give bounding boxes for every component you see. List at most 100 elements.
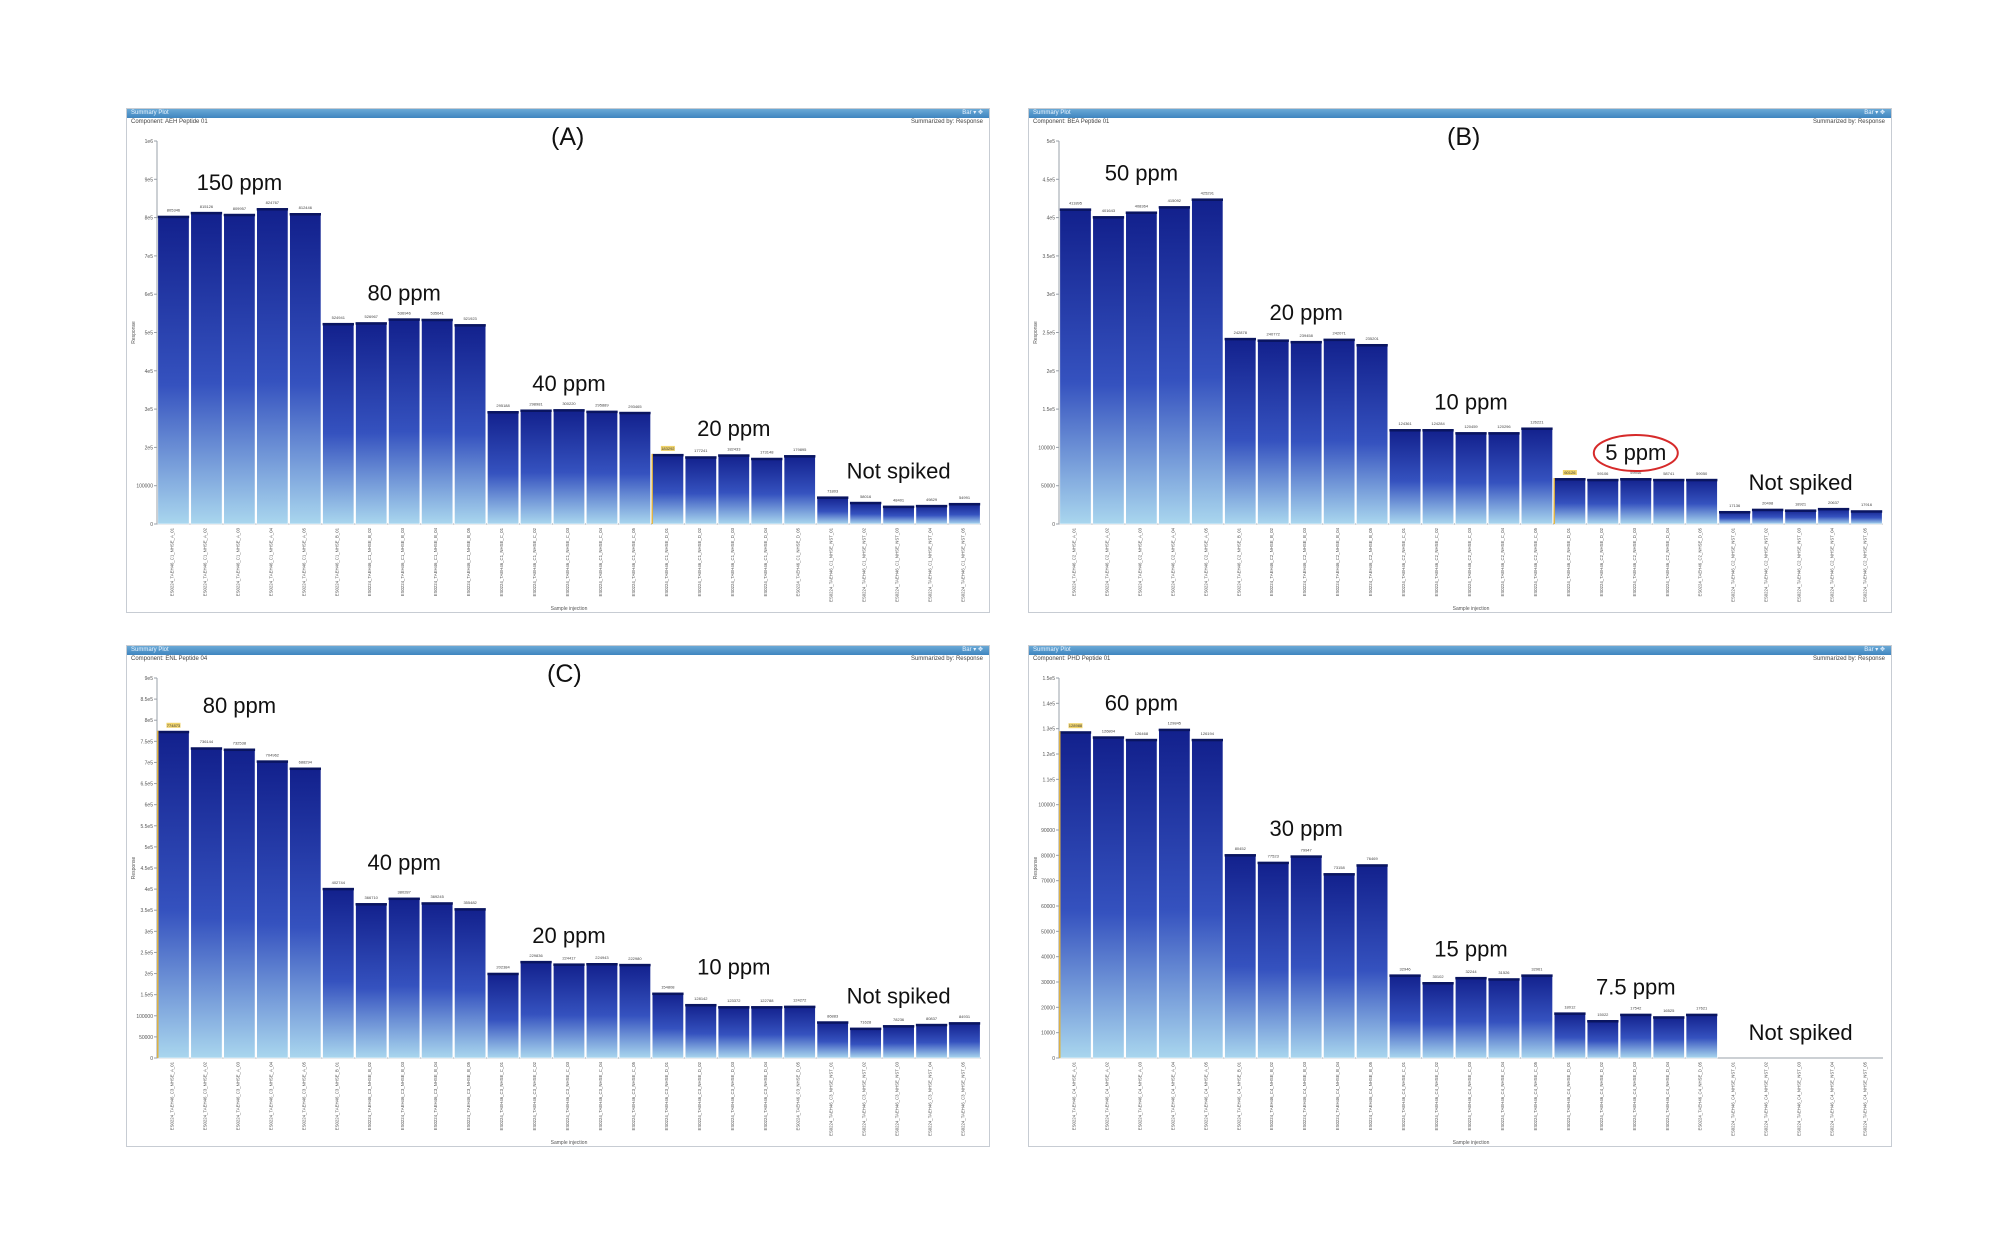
x-tick-label: ES0224_TAEH46_C1_NHSE_C_03 xyxy=(565,527,570,596)
bar-value-label: 124272 xyxy=(793,998,807,1003)
summary-plot-tab[interactable]: Summary Plot xyxy=(1033,647,1071,653)
y-tick-label: 8.5e5 xyxy=(140,697,153,703)
x-tick-label: ES0224_TAEH46_C1_NHSE_B_01 xyxy=(334,527,339,596)
bar-value-label: 242071 xyxy=(1332,331,1346,336)
bar-value-label: 366710 xyxy=(365,895,379,900)
bar-value-label: 120296 xyxy=(1497,424,1511,429)
bar xyxy=(1257,339,1290,525)
x-tick-label: ES0224_TAEH46_C4_NHSE_B_04 xyxy=(1335,1061,1340,1130)
bar xyxy=(322,887,355,1059)
bar-value-label: 30102 xyxy=(1432,974,1444,979)
bar-value-label: 59050 xyxy=(1696,471,1708,476)
y-tick-label: 4.5e5 xyxy=(1042,177,1055,183)
bar xyxy=(783,454,816,525)
y-tick-label: 50000 xyxy=(139,1035,153,1041)
bar xyxy=(1290,855,1323,1059)
bar-top-cap xyxy=(1751,508,1784,512)
window-controls[interactable]: Bar ▾ ✥ xyxy=(962,647,983,653)
summary-plot-tab[interactable]: Summary Plot xyxy=(131,647,169,653)
bar xyxy=(553,963,585,1059)
bar xyxy=(1257,861,1290,1059)
bar-value-label: 86883 xyxy=(827,1013,839,1018)
summary-plot-tab[interactable]: Summary Plot xyxy=(1033,110,1071,116)
bar xyxy=(783,1005,816,1059)
bar-value-label: 31526 xyxy=(1498,970,1510,975)
bar xyxy=(948,502,981,525)
bar-top-cap xyxy=(817,496,849,499)
bar xyxy=(882,1024,915,1059)
x-tick-label: ES0224_TAEH46_C3_NHSE_NST_03 xyxy=(895,1061,900,1136)
bar-value-label: 80837 xyxy=(926,1016,938,1021)
bar-value-label: 80452 xyxy=(1235,846,1247,851)
bar xyxy=(750,457,783,525)
bar xyxy=(849,501,882,525)
bar-value-label: 824767 xyxy=(266,200,280,205)
bar-top-cap xyxy=(322,887,354,891)
window-controls[interactable]: Bar ▾ ✥ xyxy=(1864,110,1885,116)
bar-top-cap xyxy=(1686,478,1718,482)
bar-value-label: 71628 xyxy=(860,1020,872,1025)
x-tick-label: ES0224_TAEH46_C3_NHSE_NST_01 xyxy=(829,1061,834,1136)
chart-panel-b: Summary Plot Bar ▾ ✥ Component: BEA Pept… xyxy=(1028,108,1892,613)
y-tick-label: 10000 xyxy=(1041,1031,1055,1037)
bar xyxy=(849,1027,882,1059)
x-tick-label: ES0224_TAEH46_C1_NHSE_C_05 xyxy=(631,527,636,596)
highlight-label-bg xyxy=(1068,723,1083,729)
y-tick-label: 0 xyxy=(1052,1056,1055,1062)
bar-value-label: 415092 xyxy=(1168,198,1182,203)
bar xyxy=(948,1021,981,1059)
bar-value-label: 229836 xyxy=(529,953,543,958)
x-tick-label: ES0224_TAEH46_C1_NHSE_B_05 xyxy=(466,527,471,596)
bar-top-cap xyxy=(454,908,486,911)
bar-top-cap xyxy=(586,410,618,414)
bar xyxy=(1092,735,1125,1059)
bar-top-cap xyxy=(1587,1020,1619,1023)
bar-value-label: 128988 xyxy=(1069,723,1083,728)
x-tick-label: ES0224_TAEH46_C1_NHSE_C_01 xyxy=(499,527,504,596)
panel-subbar: Component: AEH Peptide 01 Summarized by:… xyxy=(127,118,989,127)
y-tick-label: 100000 xyxy=(1038,445,1055,451)
bar-value-label: 60126 xyxy=(1564,470,1576,475)
bar-value-label: 79947 xyxy=(1301,847,1313,852)
x-tick-label: ES0224_TAEH46_C4_NHSE_D_01 xyxy=(1566,1061,1571,1130)
x-tick-label: ES0224_TAEH46_C1_NHSE_NST_04 xyxy=(928,527,933,602)
bar-value-label: 688294 xyxy=(299,760,313,765)
panel-letter: (C) xyxy=(547,660,582,688)
bar-top-cap xyxy=(1092,736,1125,739)
bar-top-cap xyxy=(784,1005,816,1009)
bar-value-label: 815126 xyxy=(200,204,214,209)
bar xyxy=(454,907,487,1059)
bar-value-label: 411895 xyxy=(1069,200,1083,205)
x-tick-label: ES0224_TAEH46_C2_NHSE_C_05 xyxy=(1533,527,1538,596)
bar-value-label: 120459 xyxy=(1464,424,1478,429)
bar-top-cap xyxy=(1356,864,1388,867)
bar xyxy=(520,960,553,1059)
bar-value-label: 202384 xyxy=(496,965,510,970)
bar-value-label: 17136 xyxy=(1729,503,1741,508)
window-controls[interactable]: Bar ▾ ✥ xyxy=(962,110,983,116)
x-tick-label: ES0224_TAEH46_C4_NHSE_B_03 xyxy=(1302,1061,1307,1130)
window-controls[interactable]: Bar ▾ ✥ xyxy=(1864,647,1885,653)
bar xyxy=(1092,215,1125,525)
x-tick-label: ES0224_TAEH46_C4_NHSE_B_02 xyxy=(1269,1061,1274,1130)
bar-value-label: 124361 xyxy=(1398,421,1412,426)
bar-value-label: 535641 xyxy=(430,311,444,316)
x-tick-label: ES0224_TAEH46_C2_NHSE_D_03 xyxy=(1632,527,1637,596)
bar-value-label: 224417 xyxy=(562,955,576,960)
bar-value-label: 58016 xyxy=(860,494,872,499)
x-tick-label: ES0224_TAEH46_C4_NHSE_A_01 xyxy=(1071,1061,1076,1130)
y-tick-label: 3e5 xyxy=(145,407,154,413)
bar xyxy=(1652,478,1685,525)
bar-top-cap xyxy=(751,457,783,461)
x-tick-label: ES0224_TAEH46_C3_NHSE_B_01 xyxy=(334,1061,339,1130)
x-tick-label: ES0224_TAEH46_C3_NHSE_B_02 xyxy=(367,1061,372,1130)
bar-top-cap xyxy=(784,455,816,458)
x-tick-label: ES0224_TAEH46_C4_NHSE_D_04 xyxy=(1665,1061,1670,1130)
y-tick-label: 9e5 xyxy=(145,676,154,682)
bar xyxy=(717,453,750,525)
bar-top-cap xyxy=(915,1023,948,1027)
summary-plot-tab[interactable]: Summary Plot xyxy=(131,110,169,116)
bar-value-label: 295188 xyxy=(496,403,510,408)
x-tick-label: ES0224_TAEH46_C3_NHSE_B_05 xyxy=(466,1061,471,1130)
group-label: 5 ppm xyxy=(1605,440,1666,465)
